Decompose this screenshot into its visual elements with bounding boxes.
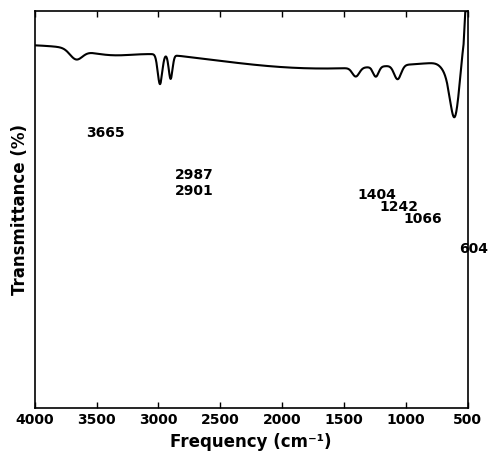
Text: 604: 604	[459, 242, 488, 255]
Text: 2987
2901: 2987 2901	[174, 168, 213, 198]
Text: 3665: 3665	[86, 126, 125, 140]
X-axis label: Frequency (cm⁻¹): Frequency (cm⁻¹)	[170, 433, 332, 451]
Text: 1242: 1242	[380, 200, 419, 214]
Text: 1404: 1404	[358, 188, 397, 202]
Y-axis label: Transmittance (%): Transmittance (%)	[11, 124, 29, 295]
Text: 1066: 1066	[404, 212, 442, 226]
